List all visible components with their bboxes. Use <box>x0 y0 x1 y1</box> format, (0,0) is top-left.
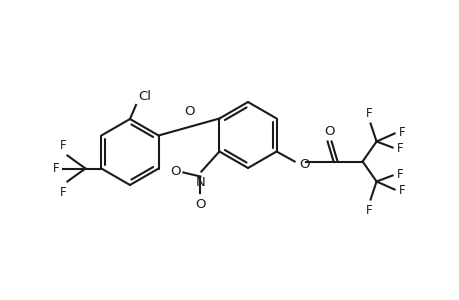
Text: O: O <box>324 124 334 137</box>
Text: Cl: Cl <box>138 90 151 103</box>
Text: F: F <box>397 126 404 139</box>
Text: N: N <box>195 176 205 190</box>
Text: O: O <box>195 197 205 211</box>
Text: F: F <box>397 184 404 197</box>
Text: F: F <box>365 203 372 217</box>
Text: O: O <box>185 105 195 118</box>
Text: F: F <box>53 162 59 175</box>
Text: O: O <box>299 158 309 171</box>
Text: O: O <box>169 165 180 178</box>
Text: F: F <box>60 139 67 152</box>
Text: F: F <box>60 185 67 199</box>
Text: F: F <box>365 106 372 119</box>
Text: F: F <box>396 142 403 155</box>
Text: F: F <box>396 168 403 181</box>
